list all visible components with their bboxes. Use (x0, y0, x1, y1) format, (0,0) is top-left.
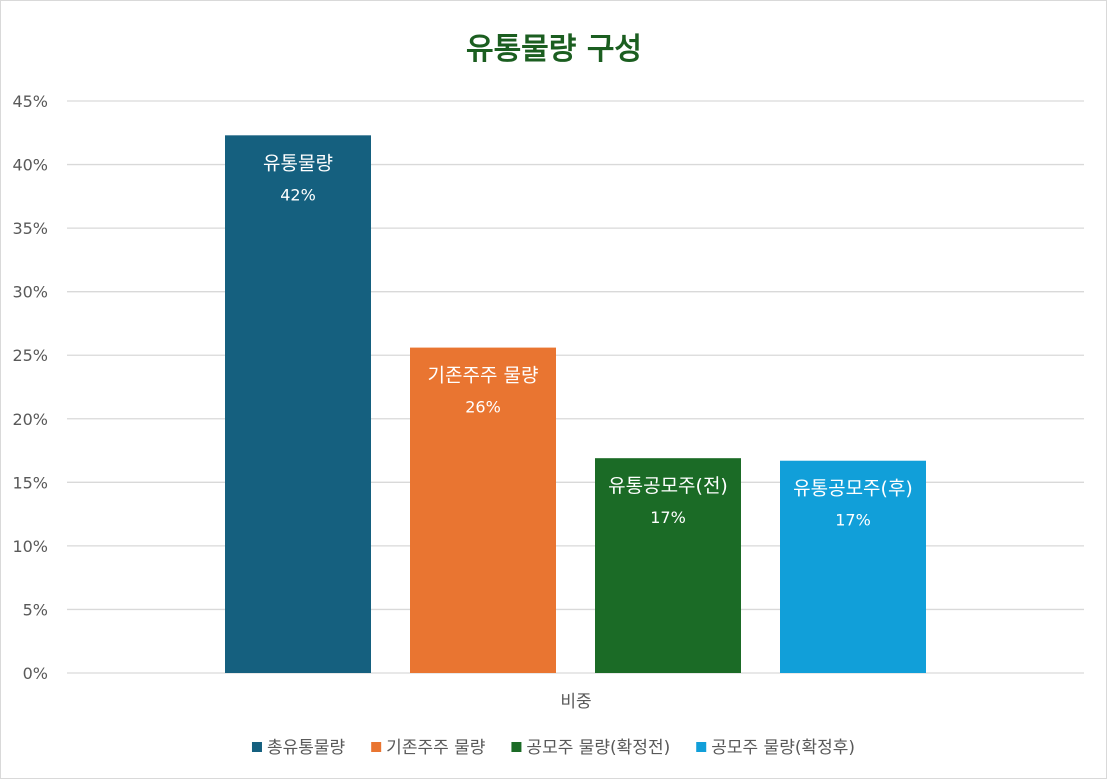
y-tick-label: 10% (12, 537, 48, 556)
bar-data-label-name: 기존주주 물량 (428, 365, 539, 387)
bar-data-label-name: 유통물량 (263, 152, 333, 174)
y-tick-label: 25% (12, 346, 48, 365)
bar-data-label-value: 17% (650, 508, 686, 527)
legend-swatch (511, 742, 522, 752)
legend-label: 기존주주 물량 (386, 738, 486, 758)
chart-title: 유통물량 구성 (466, 32, 642, 67)
legend-item: 공모주 물량(확정전) (511, 738, 670, 758)
y-tick-label: 45% (12, 92, 48, 111)
legend-item: 총유통물량 (251, 738, 346, 758)
y-tick-label: 35% (12, 219, 48, 238)
legend-item: 공모주 물량(확정후) (696, 738, 855, 758)
y-axis-ticks: 0% 5% 10% 15% 20% 25% 30% 35% 40% 45% (12, 92, 48, 683)
bar (780, 460, 926, 673)
bar (410, 347, 556, 673)
y-tick-label: 30% (12, 283, 48, 302)
legend-swatch (251, 742, 262, 752)
legend-swatch (696, 742, 707, 752)
legend-label: 총유통물량 (267, 738, 346, 758)
legend-label: 공모주 물량(확정전) (526, 738, 670, 758)
bar-data-label-name: 유통공모주(전) (608, 475, 728, 497)
bar (595, 458, 741, 673)
legend-swatch (371, 742, 382, 752)
bar-data-label-name: 유통공모주(후) (793, 478, 913, 500)
legend: 총유통물량 기존주주 물량 공모주 물량(확정전) 공모주 물량(확정후) (251, 738, 855, 758)
bar-data-label-value: 42% (280, 185, 316, 204)
y-tick-label: 20% (12, 410, 48, 429)
bar-data-label-value: 17% (835, 511, 871, 530)
bar-data-label-value: 26% (465, 398, 501, 417)
gridlines (67, 100, 1084, 674)
bar (225, 135, 371, 673)
y-tick-label: 5% (23, 600, 48, 619)
bars: 유통물량 42% 기존주주 물량 26% 유통공모주(전) 17% 유통공모주(후) 17% (225, 135, 926, 673)
y-tick-label: 15% (12, 473, 48, 492)
x-category-label: 비중 (560, 692, 591, 712)
y-tick-label: 0% (23, 664, 48, 683)
y-tick-label: 40% (12, 156, 48, 175)
legend-item: 기존주주 물량 (371, 738, 486, 758)
legend-label: 공모주 물량(확정후) (711, 738, 855, 758)
